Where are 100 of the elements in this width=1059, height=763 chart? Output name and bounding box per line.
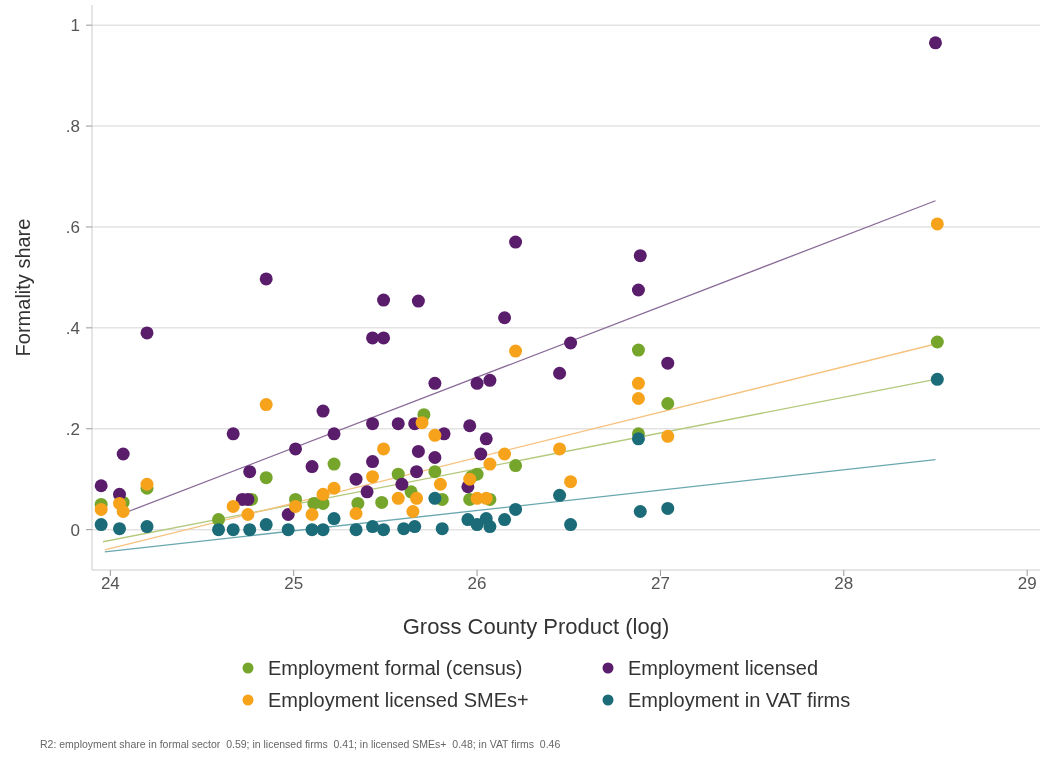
point xyxy=(366,455,380,469)
point xyxy=(116,504,130,518)
point xyxy=(327,512,341,526)
point xyxy=(498,513,512,527)
point xyxy=(483,373,497,387)
point xyxy=(631,376,645,390)
point xyxy=(410,491,424,505)
point xyxy=(140,326,154,340)
point xyxy=(243,465,257,479)
point xyxy=(140,520,154,534)
point xyxy=(397,522,411,536)
legend-label: Employment licensed xyxy=(628,657,819,679)
point xyxy=(243,523,257,537)
point xyxy=(316,523,330,537)
point xyxy=(633,249,647,263)
point xyxy=(428,465,442,479)
point xyxy=(509,235,523,249)
x-tick-label: 27 xyxy=(650,574,670,593)
point xyxy=(930,372,944,386)
point xyxy=(259,518,273,532)
point xyxy=(94,479,108,493)
point xyxy=(483,457,497,471)
point xyxy=(564,518,578,532)
point xyxy=(553,488,567,502)
point xyxy=(113,522,127,536)
point xyxy=(411,444,425,458)
point xyxy=(509,344,523,358)
point xyxy=(428,451,442,464)
y-tick-label: .6 xyxy=(65,217,80,237)
point xyxy=(435,522,449,536)
point xyxy=(349,472,363,486)
point xyxy=(391,417,405,431)
point xyxy=(305,523,319,537)
point xyxy=(349,507,363,520)
point xyxy=(360,485,374,499)
point xyxy=(461,513,475,527)
x-tick-label: 25 xyxy=(284,574,304,593)
point xyxy=(553,442,567,456)
point xyxy=(428,376,442,390)
point xyxy=(316,487,330,501)
point xyxy=(281,508,295,522)
point xyxy=(498,311,512,325)
point xyxy=(259,471,273,485)
point xyxy=(498,447,512,461)
point xyxy=(289,442,303,456)
point xyxy=(661,356,675,370)
point xyxy=(428,491,442,505)
point xyxy=(415,416,429,430)
point xyxy=(408,520,422,534)
point xyxy=(930,217,944,231)
point xyxy=(116,447,130,461)
point xyxy=(395,477,409,491)
point xyxy=(377,523,391,537)
point xyxy=(631,343,645,357)
point xyxy=(631,432,645,446)
x-tick-label: 26 xyxy=(467,574,487,593)
point xyxy=(349,523,363,537)
point xyxy=(366,520,380,534)
point xyxy=(366,331,380,345)
x-tick-label: 29 xyxy=(1017,574,1037,593)
point xyxy=(509,459,523,473)
point xyxy=(377,442,391,456)
point xyxy=(226,523,240,537)
point xyxy=(391,491,405,505)
point xyxy=(259,398,273,412)
y-axis-title: Formality share xyxy=(12,218,34,357)
y-tick-label: 0 xyxy=(70,520,80,540)
point xyxy=(463,419,477,433)
point xyxy=(94,502,108,516)
point xyxy=(289,499,303,513)
point xyxy=(281,523,295,537)
point xyxy=(474,447,488,461)
point xyxy=(631,283,645,297)
point xyxy=(483,520,497,534)
point xyxy=(631,391,645,405)
y-tick-label: .2 xyxy=(65,419,80,439)
point xyxy=(661,397,675,411)
point xyxy=(470,376,484,390)
point xyxy=(479,491,493,505)
point xyxy=(327,427,341,441)
point xyxy=(327,481,341,495)
point xyxy=(377,293,391,307)
legend-label: Employment licensed SMEs+ xyxy=(268,689,529,711)
point xyxy=(226,427,240,441)
point xyxy=(928,36,942,50)
x-tick-label: 28 xyxy=(834,574,854,593)
point xyxy=(366,470,380,484)
point xyxy=(433,477,447,491)
point xyxy=(377,331,391,345)
point xyxy=(411,294,425,308)
y-tick-label: 1 xyxy=(70,16,80,36)
point xyxy=(212,523,226,537)
legend-label: Employment formal (census) xyxy=(268,657,523,679)
point xyxy=(470,518,484,532)
point xyxy=(564,475,578,489)
point xyxy=(406,504,420,518)
point xyxy=(930,335,944,349)
point xyxy=(479,432,493,446)
point xyxy=(327,457,341,471)
point xyxy=(375,495,389,509)
